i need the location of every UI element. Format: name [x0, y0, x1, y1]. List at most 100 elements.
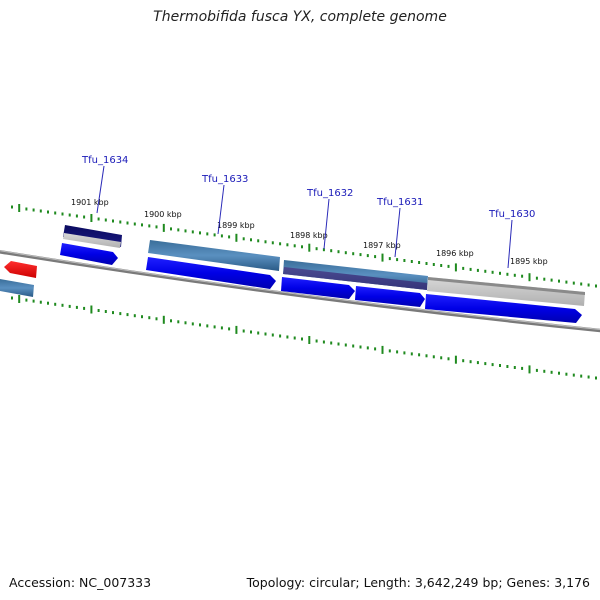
upper-tick-mark — [264, 240, 267, 244]
scale-label-1895: 1895 kbp — [510, 257, 548, 266]
lower-tick-mark — [235, 325, 238, 334]
lower-tick-mark — [388, 349, 391, 353]
upper-tick-mark — [90, 214, 93, 222]
lower-tick-mark — [133, 314, 136, 318]
lower-tick-mark — [39, 300, 42, 304]
upper-tick-mark — [148, 224, 151, 228]
lower-tick-mark — [25, 298, 28, 302]
lower-tick-mark — [257, 331, 260, 335]
upper-tick-mark — [279, 242, 282, 246]
upper-tick-mark — [388, 257, 391, 261]
cds-feature-tfu-1632[interactable] — [281, 277, 355, 299]
upper-tick-mark — [330, 249, 333, 253]
map-title: Thermobifida fusca YX, complete genome — [153, 9, 447, 25]
upper-tick-mark — [213, 233, 216, 237]
upper-tick-mark — [184, 229, 187, 233]
upper-tick-mark — [271, 241, 274, 245]
upper-tick-mark — [454, 263, 457, 272]
upper-tick-mark — [506, 272, 509, 276]
upper-tick-mark — [61, 212, 64, 216]
lower-tick-mark — [418, 353, 421, 357]
cds-feature-tfu-1630[interactable] — [425, 294, 582, 323]
upper-tick-mark — [54, 211, 57, 215]
lower-tick-mark — [454, 355, 457, 364]
upper-tick-mark — [550, 278, 553, 282]
lower-tick-mark — [359, 345, 362, 349]
lower-tick-mark — [279, 334, 282, 338]
lower-tick-mark — [513, 366, 516, 369]
upper-tick-mark — [425, 262, 428, 265]
gene-label-tfu-1630[interactable]: Tfu_1630 — [488, 209, 535, 220]
highlighted-feature-arrow[interactable] — [4, 261, 37, 278]
upper-tick-mark — [403, 259, 406, 262]
upper-tick-mark — [469, 267, 472, 271]
lower-tick-mark — [425, 354, 428, 358]
upper-tick-mark — [366, 254, 369, 258]
lower-tick-mark — [213, 325, 216, 329]
lower-tick-mark — [264, 332, 267, 336]
upper-tick-mark — [396, 258, 399, 262]
scale-label-1897: 1897 kbp — [363, 241, 401, 250]
gene-feature-tfu-1630[interactable] — [427, 277, 585, 306]
cds-feature-tfu-1631[interactable] — [355, 286, 425, 307]
leader-line-tfu-1632 — [323, 198, 330, 250]
lower-tick-mark — [374, 347, 377, 351]
lower-tick-mark — [476, 361, 479, 365]
lower-tick-mark — [11, 296, 13, 300]
upper-tick-mark — [47, 210, 49, 214]
gene-label-tfu-1634[interactable]: Tfu_1634 — [81, 155, 128, 166]
lower-tick-mark — [410, 352, 413, 356]
upper-tick-mark — [491, 270, 494, 274]
lower-scale-ticks — [11, 295, 597, 380]
lower-tick-mark — [184, 321, 187, 325]
upper-tick-mark — [344, 251, 347, 255]
leader-line-tfu-1634 — [96, 165, 105, 214]
lower-tick-mark — [366, 346, 369, 350]
gene-feature-tfu-1633[interactable] — [148, 240, 280, 271]
upper-tick-mark — [293, 244, 296, 248]
lower-tick-mark — [18, 295, 21, 303]
cds-feature-tfu-1634[interactable] — [60, 243, 118, 265]
upper-tick-mark — [286, 243, 289, 247]
cds-feature-tfu-1633[interactable] — [146, 257, 276, 289]
lower-tick-mark — [491, 363, 494, 367]
lower-tick-mark — [572, 373, 575, 377]
lower-tick-mark — [250, 330, 252, 334]
upper-tick-mark — [580, 282, 583, 286]
lower-tick-mark — [119, 312, 122, 316]
lower-tick-mark — [148, 316, 151, 320]
upper-tick-mark — [206, 232, 209, 236]
upper-tick-mark — [242, 237, 245, 241]
gene-feature-tfu-1630-edge — [428, 277, 585, 295]
lower-tick-mark — [126, 313, 129, 317]
gene-label-tfu-1631[interactable]: Tfu_1631 — [376, 197, 423, 208]
lower-tick-mark — [191, 322, 194, 326]
lower-tick-mark — [469, 360, 472, 364]
upper-tick-mark — [141, 223, 143, 227]
lower-tick-mark — [228, 327, 231, 331]
lower-tick-mark — [177, 320, 180, 324]
upper-tick-mark — [25, 207, 28, 211]
upper-tick-mark — [228, 235, 231, 239]
gene-feature-tfu-1631 — [283, 267, 427, 290]
upper-tick-mark — [440, 264, 443, 267]
lower-tick-mark — [587, 375, 590, 379]
upper-tick-mark — [432, 263, 435, 266]
gene-label-tfu-1632[interactable]: Tfu_1632 — [306, 188, 353, 199]
upper-tick-mark — [410, 260, 413, 263]
lower-tick-mark — [301, 337, 303, 341]
upper-tick-mark — [83, 215, 86, 219]
upper-tick-mark — [528, 273, 531, 282]
gene-label-tfu-1633[interactable]: Tfu_1633 — [201, 174, 248, 185]
lower-tick-mark — [271, 333, 274, 337]
upper-tick-mark — [418, 261, 421, 264]
lower-tick-mark — [61, 303, 64, 307]
upper-tick-mark — [513, 273, 516, 277]
lower-tick-mark — [330, 341, 333, 345]
upper-tick-mark — [155, 225, 158, 229]
upper-tick-mark — [558, 279, 560, 283]
lower-tick-mark — [352, 344, 355, 348]
upper-tick-mark — [521, 274, 524, 278]
partial-gene-feature[interactable] — [0, 279, 34, 297]
